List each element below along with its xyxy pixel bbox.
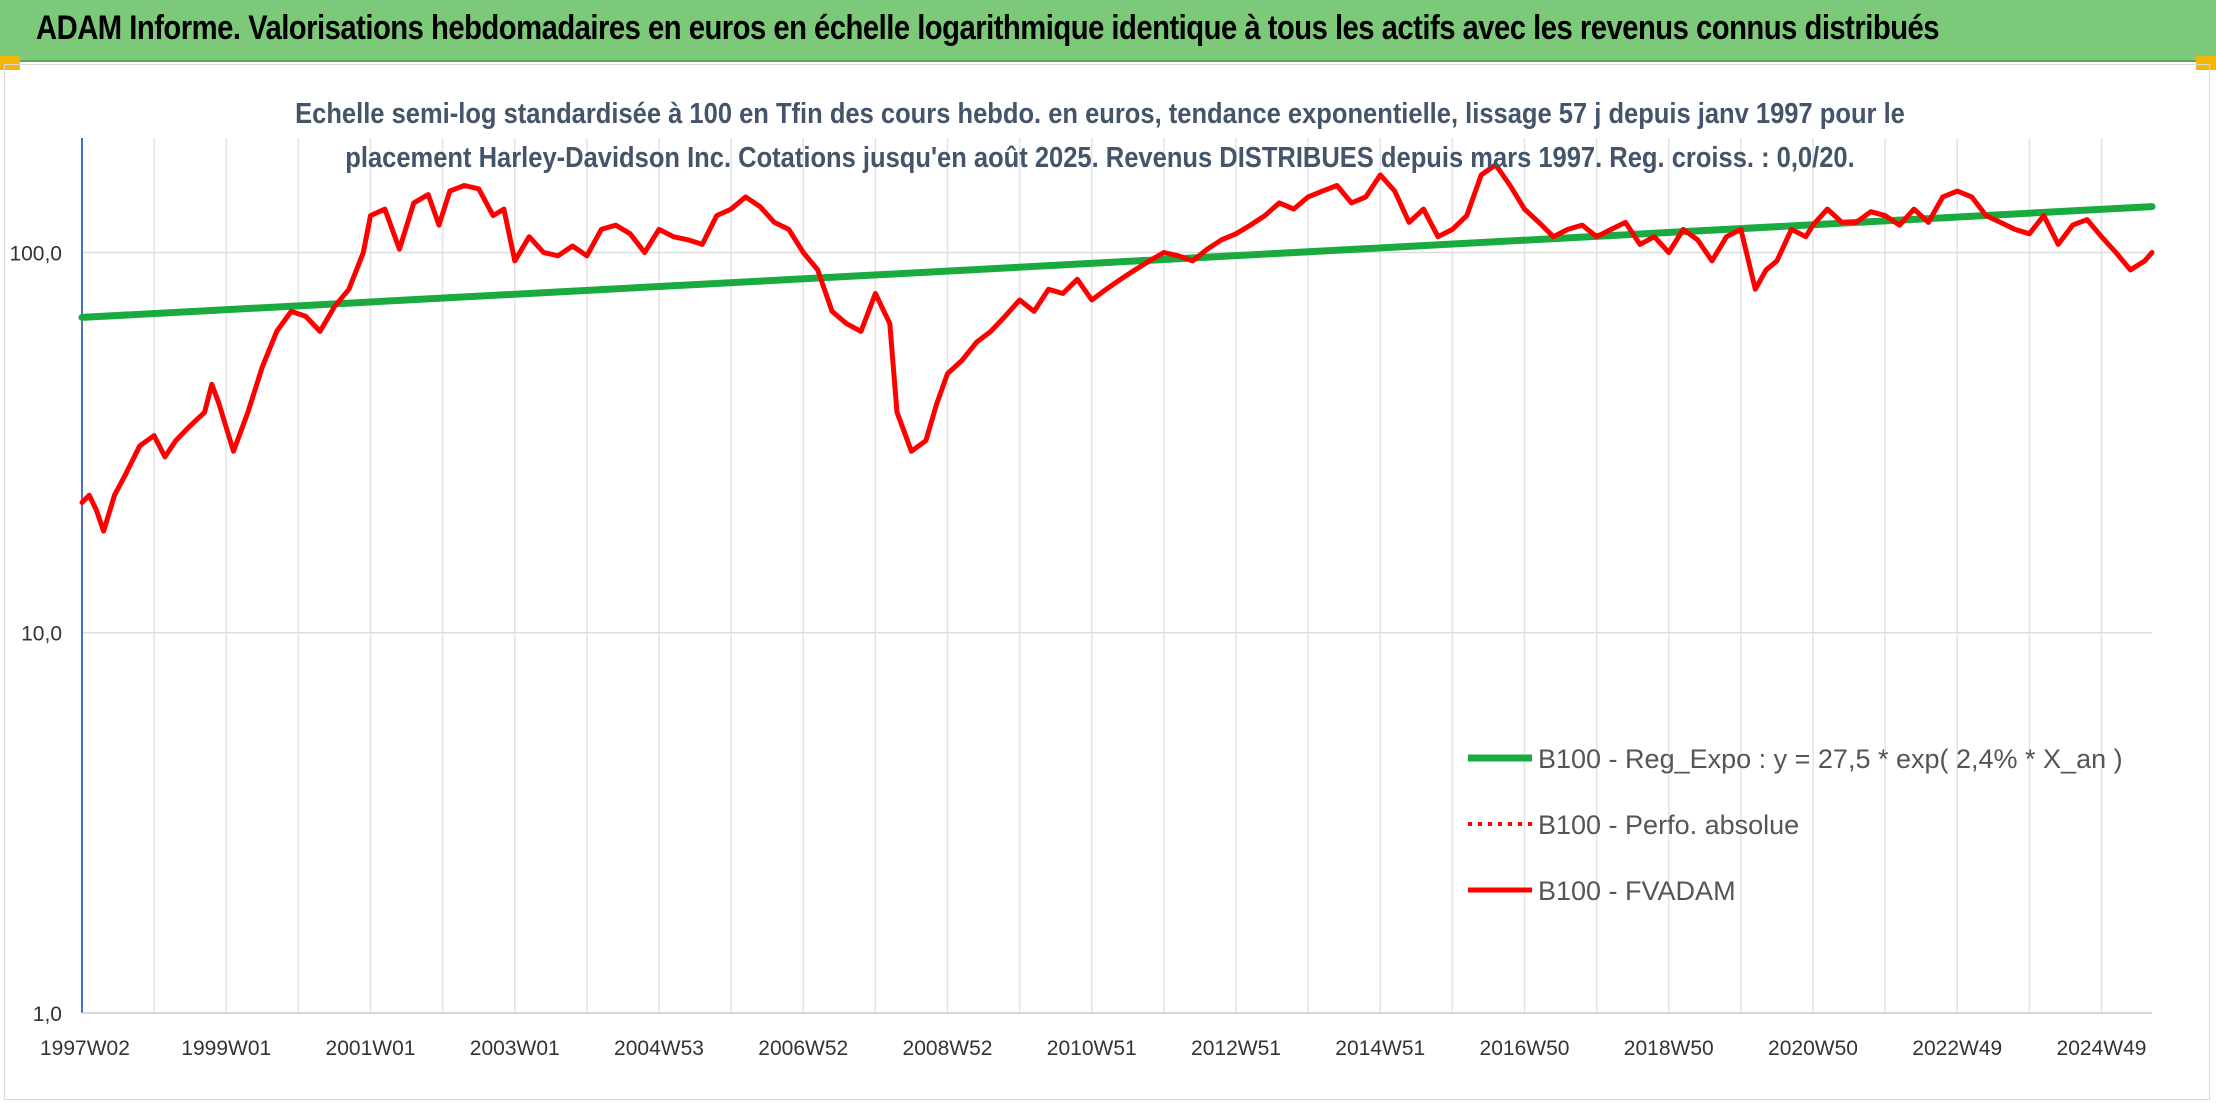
legend: B100 - Reg_Expo : y = 27,5 * exp( 2,4% *… — [1468, 744, 2123, 906]
legend-label: B100 - Reg_Expo : y = 27,5 * exp( 2,4% *… — [1538, 744, 2123, 774]
y-tick-label: 1,0 — [33, 1003, 62, 1026]
chart-title: Echelle semi-log standardisée à 100 en T… — [264, 92, 1936, 180]
x-tick-label: 2006W52 — [758, 1037, 848, 1060]
x-tick-label: 1997W02 — [40, 1037, 130, 1060]
x-tick-label: 2024W49 — [2057, 1037, 2147, 1060]
x-tick-label: 2014W51 — [1335, 1037, 1425, 1060]
trend-line — [78, 203, 2156, 321]
series-lines — [78, 162, 2156, 534]
report-banner: ADAM Informe. Valorisations hebdomadaire… — [0, 0, 2216, 62]
x-tick-label: 2004W53 — [614, 1037, 704, 1060]
x-tick-label: 2016W50 — [1480, 1037, 1570, 1060]
x-tick-label: 2008W52 — [903, 1037, 993, 1060]
chart-title-line-1: Echelle semi-log standardisée à 100 en T… — [295, 98, 1905, 130]
legend-label: B100 - Perfo. absolue — [1538, 810, 1799, 840]
x-tick-label: 2022W49 — [1912, 1037, 2002, 1060]
gridlines — [81, 138, 2152, 1014]
x-tick-label: 1999W01 — [181, 1037, 271, 1060]
x-tick-label: 2020W50 — [1768, 1037, 1858, 1060]
series-line — [79, 162, 2155, 534]
chart-title-line-2: placement Harley-Davidson Inc. Cotations… — [345, 142, 1855, 174]
x-tick-label: 2018W50 — [1624, 1037, 1714, 1060]
legend-label: B100 - FVADAM — [1538, 876, 1736, 906]
report-title: ADAM Informe. Valorisations hebdomadaire… — [36, 9, 1940, 47]
corner-marker-top-right — [2196, 56, 2216, 70]
axes: 1997W02 1999W01 2001W01 2003W01 2004W53 2006W… — [9, 138, 2152, 1060]
y-tick-label: 10,0 — [21, 623, 62, 646]
x-tick-label: 2010W51 — [1047, 1037, 1137, 1060]
chart-area — [4, 64, 2210, 1100]
y-tick-label: 100,0 — [9, 242, 62, 265]
x-tick-label: 2003W01 — [470, 1037, 560, 1060]
x-tick-label: 2012W51 — [1191, 1037, 1281, 1060]
corner-marker-top-left — [0, 56, 20, 70]
x-tick-label: 2001W01 — [326, 1037, 416, 1060]
